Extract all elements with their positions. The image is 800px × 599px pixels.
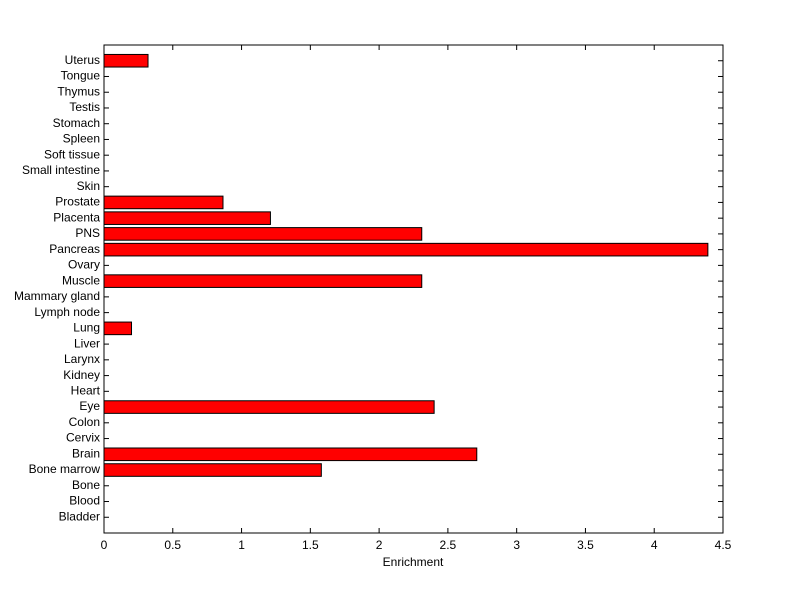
bar bbox=[103, 227, 423, 241]
y-tick-label: Bone bbox=[72, 478, 100, 492]
x-tick-label: 2 bbox=[376, 538, 383, 552]
y-tick-label: Blood bbox=[69, 494, 100, 508]
y-tick-label: Liver bbox=[74, 336, 100, 350]
bar bbox=[103, 400, 435, 414]
y-tick-label: Ovary bbox=[68, 258, 100, 272]
y-tick-label: Testis bbox=[69, 100, 100, 114]
bar bbox=[103, 447, 478, 462]
y-tick-label: Uterus bbox=[65, 53, 100, 67]
y-tick-label: Colon bbox=[69, 415, 100, 429]
y-tick-label: Stomach bbox=[53, 116, 100, 130]
x-tick-label: 3 bbox=[513, 538, 520, 552]
y-tick-label: Lymph node bbox=[34, 305, 100, 319]
y-tick-label: Brain bbox=[72, 446, 100, 460]
bar bbox=[103, 321, 133, 336]
y-tick-label: Tongue bbox=[61, 69, 101, 83]
y-tick-label: Pancreas bbox=[49, 242, 100, 256]
x-tick-label: 1 bbox=[238, 538, 245, 552]
y-tick-label: PNS bbox=[75, 226, 100, 240]
y-tick-label: Cervix bbox=[66, 431, 100, 445]
x-tick-label: 3.5 bbox=[577, 538, 594, 552]
bar bbox=[103, 53, 149, 68]
y-tick-label: Muscle bbox=[62, 273, 100, 287]
x-tick-label: 1.5 bbox=[302, 538, 319, 552]
bar bbox=[103, 195, 224, 210]
y-tick-label: Thymus bbox=[57, 84, 100, 98]
y-tick-label: Larynx bbox=[64, 352, 100, 366]
y-tick-label: Soft tissue bbox=[44, 147, 100, 161]
x-tick-label: 4.5 bbox=[715, 538, 732, 552]
x-axis-label: Enrichment bbox=[383, 555, 444, 569]
x-tick-label: 0.5 bbox=[164, 538, 181, 552]
y-tick-label: Kidney bbox=[63, 368, 100, 382]
y-tick-label: Prostate bbox=[55, 195, 100, 209]
y-tick-label: Skin bbox=[77, 179, 100, 193]
bar bbox=[103, 242, 709, 257]
y-tick-label: Placenta bbox=[53, 210, 100, 224]
bar bbox=[103, 211, 271, 225]
y-tick-label: Heart bbox=[71, 383, 101, 397]
y-tick-label: Bladder bbox=[59, 509, 100, 523]
y-tick-label: Small intestine bbox=[22, 163, 100, 177]
bar bbox=[103, 463, 322, 477]
y-tick-label: Eye bbox=[79, 399, 100, 413]
y-tick-label: Spleen bbox=[63, 132, 100, 146]
y-tick-label: Lung bbox=[73, 321, 100, 335]
x-tick-label: 0 bbox=[101, 538, 108, 552]
x-tick-label: 4 bbox=[651, 538, 658, 552]
y-tick-label: Bone marrow bbox=[29, 462, 101, 476]
bar bbox=[103, 274, 423, 288]
x-tick-label: 2.5 bbox=[440, 538, 457, 552]
y-tick-label: Mammary gland bbox=[14, 289, 100, 303]
